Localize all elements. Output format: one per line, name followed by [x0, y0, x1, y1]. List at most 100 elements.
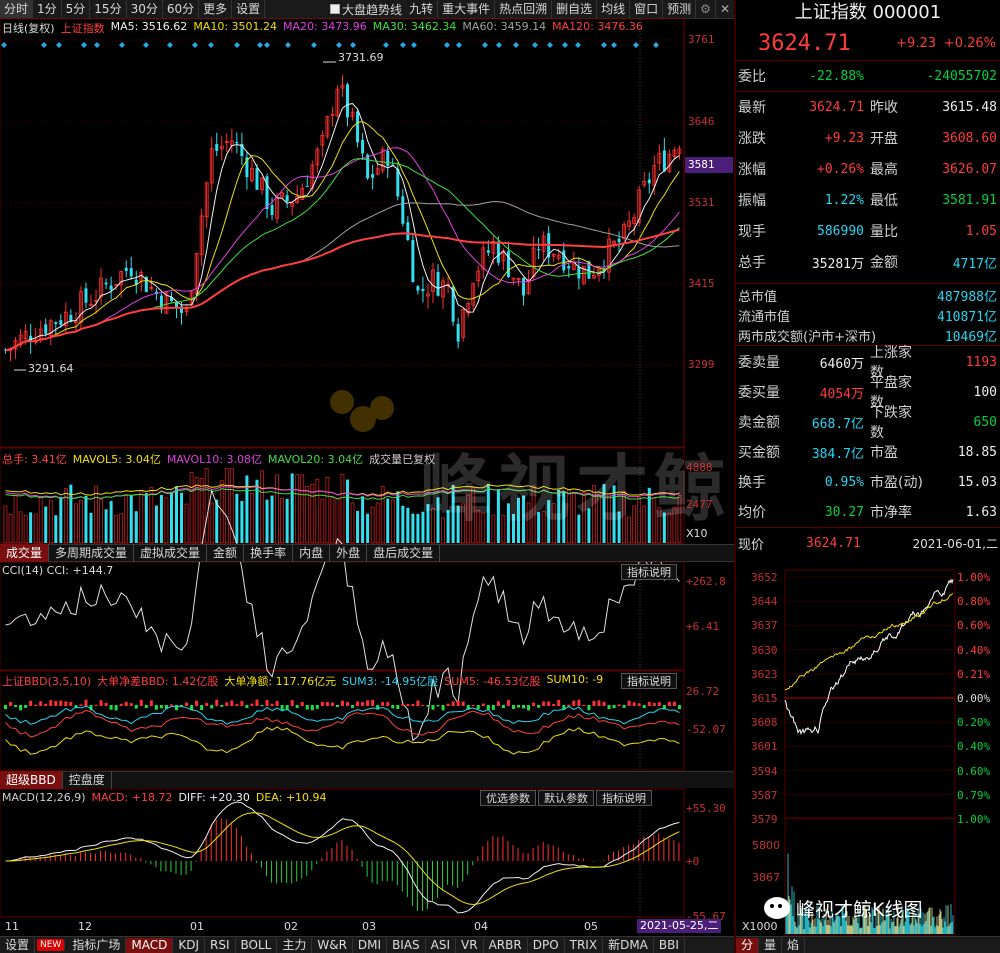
mini-tab-2[interactable]: 焰 — [782, 937, 806, 953]
indicator-tab-2[interactable]: 指标广场 — [67, 937, 127, 953]
row-value: 586990 — [817, 223, 864, 239]
indicator-tab-1[interactable]: NEW — [37, 939, 66, 951]
macd-button-0[interactable]: 优选参数 — [480, 790, 536, 806]
bbd-bar — [481, 703, 485, 706]
y-tick-mTicks-1: +0 — [686, 855, 700, 868]
period-tab-4[interactable]: 30分 — [127, 0, 163, 18]
bbd-bar — [491, 705, 495, 710]
period-tab-2[interactable]: 5分 — [62, 0, 91, 18]
indicator-tab-6[interactable]: BOLL — [236, 937, 278, 953]
indicator-tab-15[interactable]: TRIX — [565, 937, 604, 953]
indicator-tab-0[interactable]: 设置 — [0, 937, 36, 953]
period-tab-1[interactable]: 1分 — [33, 0, 62, 18]
candle-body — [556, 254, 561, 259]
candle-body — [406, 222, 410, 240]
toolbar-button-5[interactable]: 窗口 — [630, 0, 664, 18]
volume-tab-6[interactable]: 外盘 — [330, 544, 368, 562]
indicator-tab-11[interactable]: ASI — [426, 937, 457, 953]
mini-tab-0[interactable]: 分 — [736, 937, 760, 953]
indicator-tab-10[interactable]: BIAS — [387, 937, 426, 953]
cci-legend: CCI(14) CCI: +144.7 — [2, 564, 119, 577]
volume-bar — [361, 496, 365, 543]
toolbar-button-2[interactable]: 热点回溯 — [495, 0, 553, 18]
bbd-bar — [436, 705, 440, 707]
indicator-tab-8[interactable]: W&R — [312, 937, 353, 953]
volume-bar — [481, 512, 486, 544]
bbd-tab-0[interactable]: 超级BBD — [0, 771, 63, 789]
current-price-tag: 3581 — [685, 157, 733, 173]
period-tab-6[interactable]: 更多 — [199, 0, 233, 18]
indicator-tab-17[interactable]: BBI — [654, 937, 685, 953]
weibi-pct: -22.88% — [809, 68, 864, 84]
indicator-tab-9[interactable]: DMI — [353, 937, 388, 953]
indicator-tab-12[interactable]: VR — [456, 937, 484, 953]
row-label-2: 市盈(动) — [870, 475, 923, 491]
quote-row-right.rows2-1: 委买量 4054万 平盘家数 100 — [736, 375, 1000, 411]
volume-tab-4[interactable]: 换手率 — [244, 544, 294, 562]
period-tab-5[interactable]: 60分 — [163, 0, 200, 18]
cap-value: 487988亿 — [937, 289, 997, 305]
volume-bar — [23, 515, 28, 544]
bbd-bar — [265, 699, 269, 706]
macd-legend: MACD(12,26,9) MACD: +18.72 DIFF: +20.30 DEA… — [2, 791, 333, 804]
mini-right-tick-7: 0.40% — [957, 740, 991, 754]
candle-body — [456, 324, 460, 342]
event-diamond-8 — [192, 42, 198, 48]
indicator-tab-3[interactable]: MACD — [126, 937, 174, 953]
mini-tab-1[interactable]: 量 — [759, 937, 783, 953]
volume-tab-2[interactable]: 虚拟成交量 — [134, 544, 208, 562]
index-name: 上证指数 — [60, 22, 105, 35]
period-tab-7[interactable]: 设置 — [232, 0, 266, 18]
indicator-tab-14[interactable]: DPO — [528, 937, 565, 953]
period-tab-0[interactable]: 分时 — [0, 0, 34, 18]
x-month-0: 11 — [5, 920, 19, 933]
volume-tab-1[interactable]: 多周期成交量 — [49, 544, 135, 562]
volume-tab-0[interactable]: 成交量 — [0, 544, 50, 562]
row-value: +9.23 — [824, 130, 864, 146]
volume-bar — [300, 474, 305, 544]
bbd-bar — [144, 705, 148, 709]
volume-bar — [476, 510, 481, 544]
volume-bar — [315, 478, 320, 544]
volume-tab-7[interactable]: 盘后成交量 — [367, 544, 441, 562]
period-tab-3[interactable]: 15分 — [90, 0, 127, 18]
volume-bar — [627, 516, 632, 544]
volume-tab-3[interactable]: 金额 — [207, 544, 245, 562]
toolbar-button-0[interactable]: 九转 — [405, 0, 439, 18]
candle-body — [99, 277, 103, 298]
bbd-help-button[interactable]: 指标说明 — [621, 673, 677, 689]
volume-bar — [240, 500, 244, 543]
row-label: 买金额 — [738, 445, 780, 461]
macd-button-2[interactable]: 指标说明 — [596, 790, 652, 806]
volume-bar — [526, 502, 531, 544]
cci-help-button[interactable]: 指标说明 — [621, 564, 677, 580]
candle-body — [84, 288, 88, 303]
trend-line-checkbox[interactable]: 大盘趋势线 — [327, 0, 405, 18]
bbd-tab-1[interactable]: 控盘度 — [63, 771, 112, 789]
volume-bar — [8, 513, 13, 544]
indicator-tab-7[interactable]: 主力 — [277, 937, 313, 953]
sep-1 — [736, 60, 1000, 61]
volume-bar — [38, 496, 43, 544]
bbd-legend-1: 大单净差BBD: 1.42亿股 — [97, 675, 219, 688]
macd-button-1[interactable]: 默认参数 — [538, 790, 594, 806]
toolbar-button-3[interactable]: 删自选 — [552, 0, 598, 18]
volume-bar — [325, 476, 330, 544]
toolbar-button-1[interactable]: 重大事件 — [438, 0, 496, 18]
volume-bar — [320, 499, 325, 544]
toolbar-button-6[interactable]: 预测 — [663, 0, 697, 18]
settings-gear-icon[interactable]: ⚙ — [696, 0, 716, 18]
toolbar-button-4[interactable]: 均线 — [597, 0, 631, 18]
indicator-tab-4[interactable]: KDJ — [173, 937, 205, 953]
row-value: +0.26% — [817, 161, 864, 177]
event-diamond-25 — [532, 42, 538, 48]
quote-row-right.rows-5: 总手 35281万 金额 4717亿 — [736, 247, 1000, 277]
bbd-bar — [471, 704, 475, 706]
indicator-tab-16[interactable]: 新DMA — [603, 937, 654, 953]
indicator-tab-13[interactable]: ARBR — [484, 937, 528, 953]
indicator-tab-5[interactable]: RSI — [205, 937, 236, 953]
candle-body — [441, 280, 445, 298]
volume-tab-5[interactable]: 内盘 — [293, 544, 331, 562]
row-value-2: 1.05 — [965, 223, 997, 239]
